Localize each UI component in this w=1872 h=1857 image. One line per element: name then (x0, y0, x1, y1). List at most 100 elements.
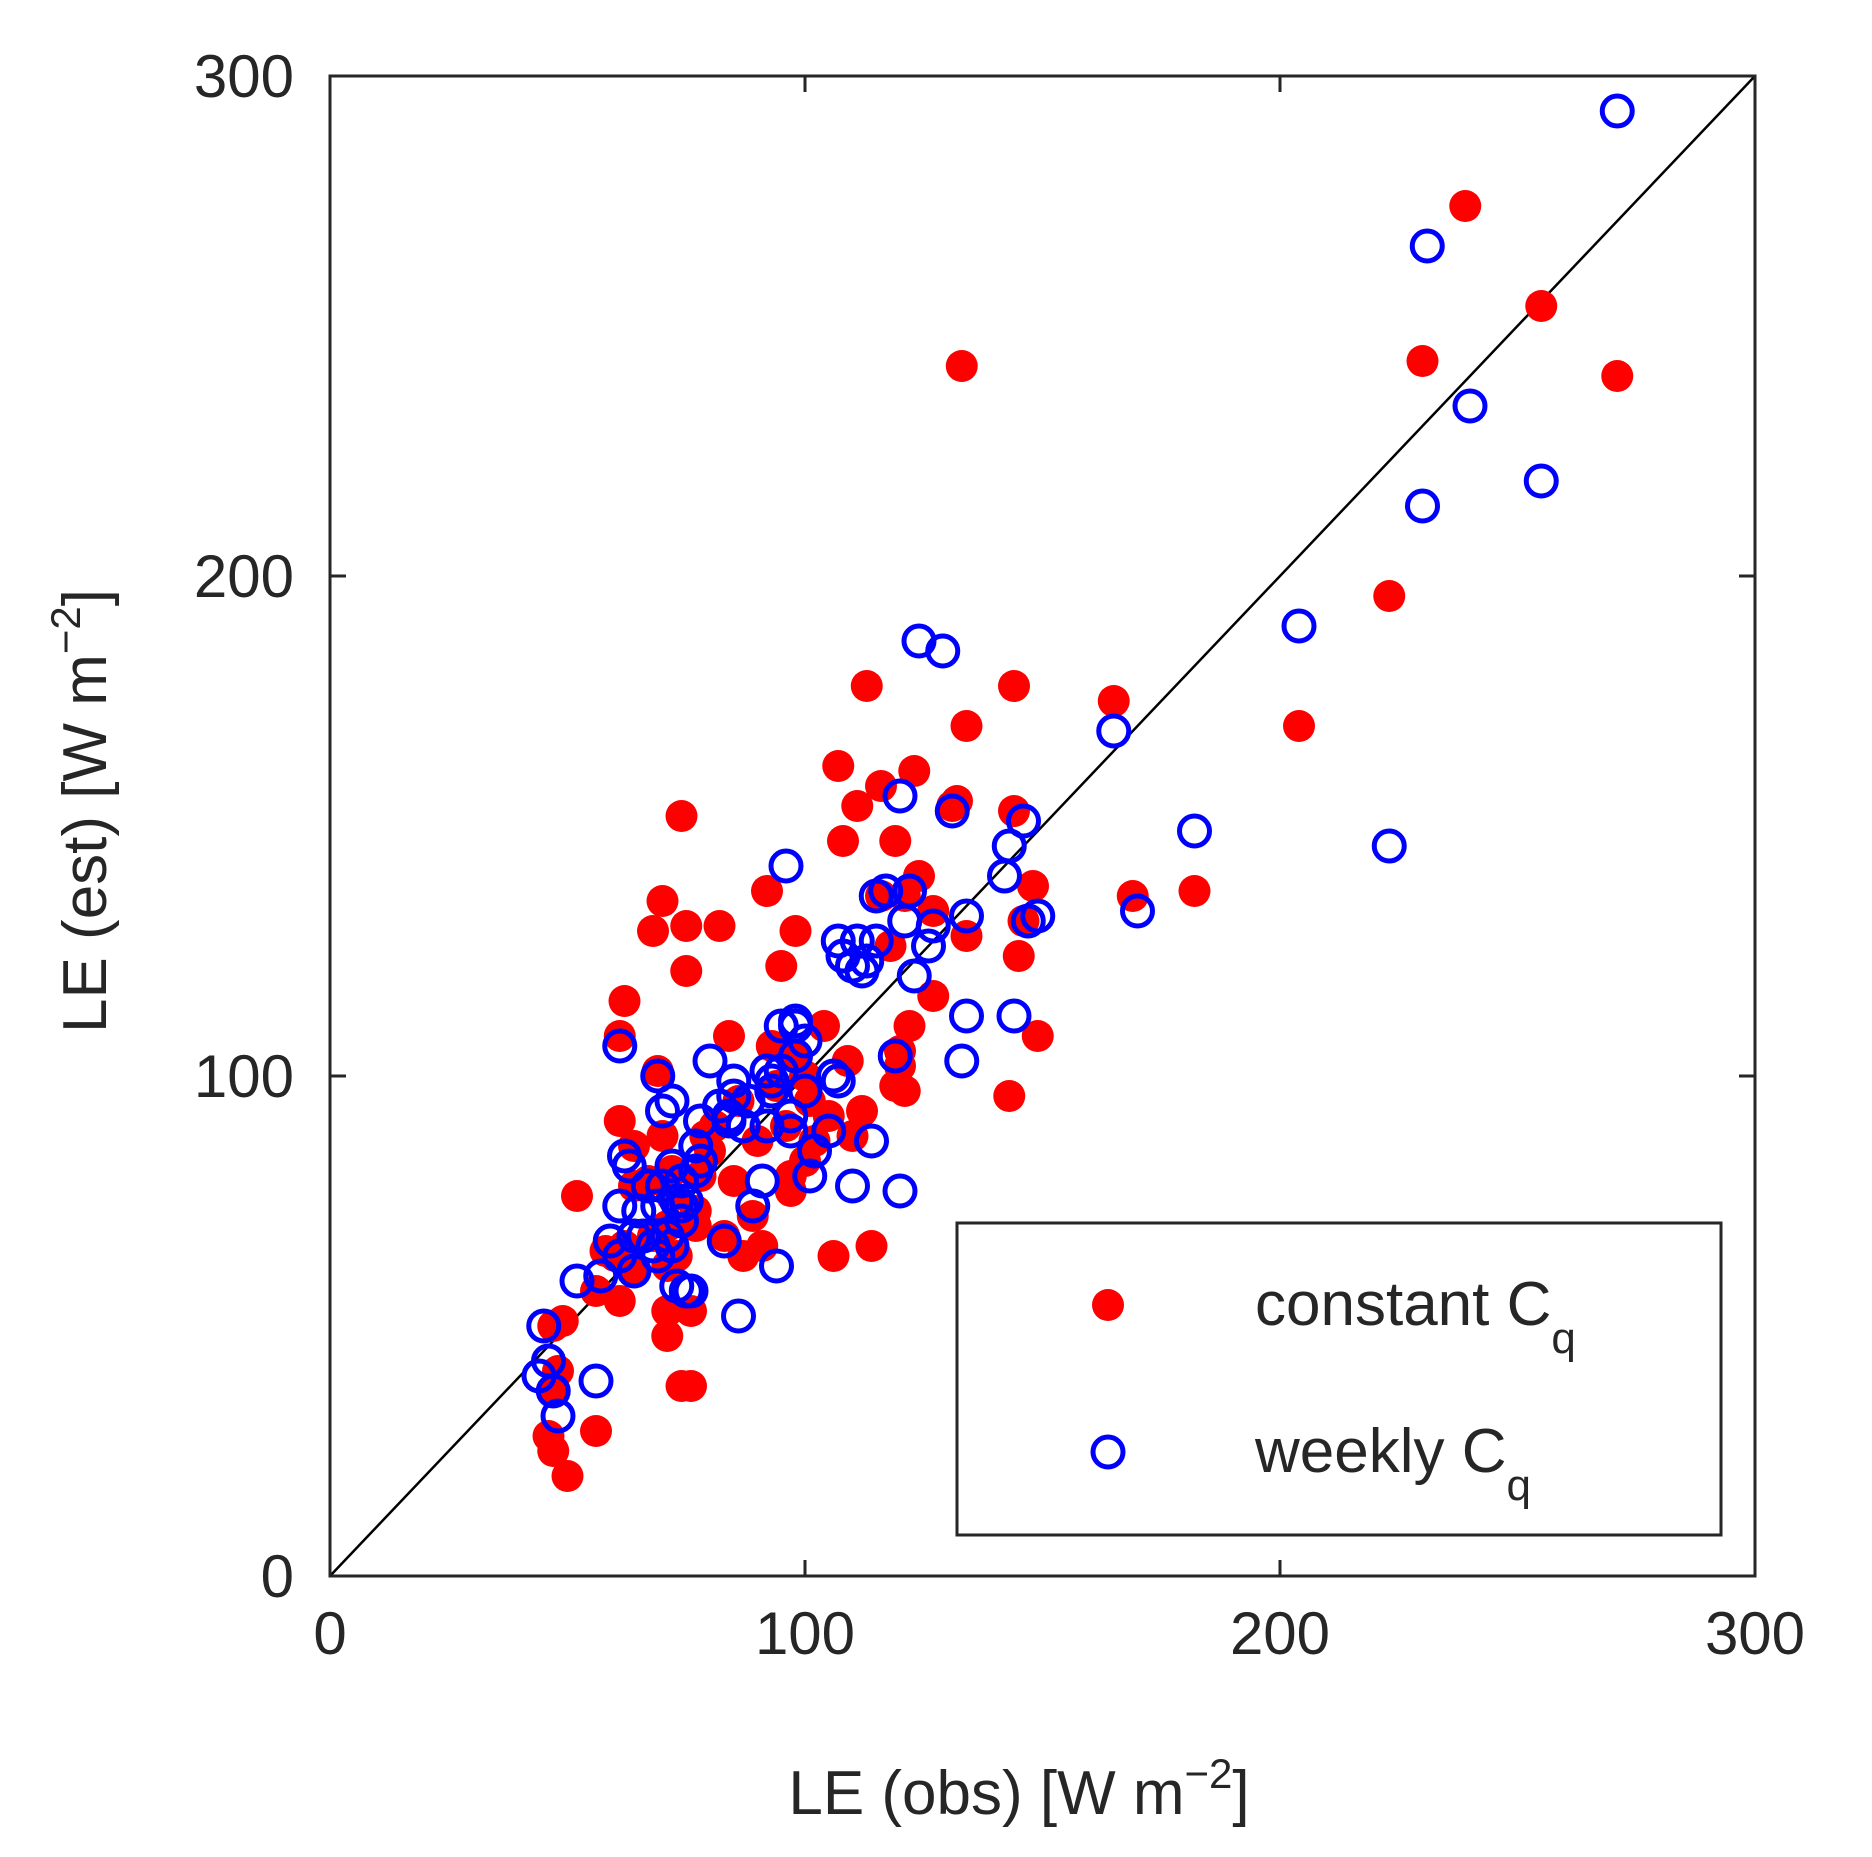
point-weekly (877, 1038, 913, 1074)
point-constant (608, 985, 641, 1017)
point-weekly (1409, 228, 1445, 264)
point-weekly (787, 1023, 823, 1059)
y-tick-label: 300 (194, 43, 294, 110)
point-constant (817, 1240, 850, 1272)
point-constant (665, 800, 698, 832)
point-weekly (668, 1183, 704, 1219)
point-constant (703, 910, 736, 942)
point-weekly (949, 898, 984, 934)
y-axis-title-end: ] (51, 589, 120, 606)
point-constant (1601, 360, 1634, 392)
y-tick-label: 100 (194, 1043, 294, 1110)
point-weekly (692, 1043, 728, 1079)
axis-ticks-layer: 0 100 200 300 0 100 200 300 (194, 43, 1805, 1667)
point-constant (898, 755, 931, 787)
legend-marker-constant (1092, 1289, 1124, 1321)
x-tick-label: 200 (1230, 1600, 1330, 1667)
legend-label-weekly-subscript: q (1507, 1461, 1531, 1510)
point-weekly (1405, 488, 1440, 524)
point-constant (537, 1435, 570, 1467)
point-weekly (645, 1093, 680, 1129)
point-constant (537, 1310, 570, 1342)
point-constant (1525, 290, 1558, 322)
point-constant (827, 825, 859, 857)
y-axis-title-text: LE (est) [W m (51, 654, 120, 1033)
point-constant (855, 1230, 888, 1262)
point-weekly (768, 848, 804, 884)
point-constant (765, 950, 798, 982)
point-weekly (892, 873, 927, 909)
y-axis-title-superscript: −2 (42, 606, 89, 654)
point-weekly (949, 998, 984, 1034)
point-weekly (1096, 713, 1132, 749)
point-weekly (754, 1073, 790, 1109)
x-tick-label: 300 (1705, 1600, 1805, 1667)
point-weekly (896, 958, 932, 994)
point-constant (1178, 875, 1211, 907)
point-weekly (616, 1218, 652, 1254)
point-constant (865, 770, 897, 802)
point-constant (736, 1200, 769, 1232)
point-weekly (583, 1258, 619, 1294)
point-constant (1017, 870, 1049, 902)
point-weekly (526, 1308, 562, 1344)
x-axis-title-text: LE (obs) [W m (788, 1759, 1184, 1828)
point-weekly (820, 1063, 856, 1099)
legend-label-constant-text: constant C (1255, 1270, 1551, 1339)
point-constant (822, 750, 855, 782)
point-constant (603, 1020, 636, 1052)
legend: constant Cq weekly Cq (955, 1221, 1723, 1537)
point-weekly (540, 1398, 576, 1434)
point-constant (717, 1165, 750, 1197)
point-weekly (1452, 388, 1488, 424)
point-weekly (835, 1168, 870, 1204)
point-weekly (721, 1298, 756, 1334)
point-weekly (1120, 893, 1155, 929)
point-weekly (944, 1043, 980, 1079)
point-weekly (678, 1128, 714, 1164)
point-weekly (744, 1163, 780, 1199)
point-constant (1097, 685, 1130, 717)
point-weekly (1371, 828, 1407, 864)
point-constant (580, 1415, 612, 1447)
point-weekly (787, 1073, 823, 1109)
point-constant (850, 670, 883, 702)
point-constant (846, 1095, 878, 1127)
point-weekly (559, 1263, 595, 1299)
point-constant (893, 1010, 926, 1042)
point-weekly (854, 1123, 889, 1159)
point-constant (603, 1285, 636, 1317)
point-constant (1406, 345, 1439, 377)
point-weekly (706, 1223, 742, 1259)
point-constant (1021, 1020, 1054, 1052)
point-weekly (1281, 608, 1317, 644)
point-weekly (754, 1063, 790, 1099)
point-weekly (673, 1273, 709, 1309)
point-weekly (882, 778, 918, 814)
point-constant (561, 1180, 593, 1212)
point-constant (603, 1105, 636, 1137)
point-weekly (602, 1028, 638, 1064)
point-constant (646, 885, 679, 917)
point-weekly (683, 1143, 718, 1179)
point-constant (879, 825, 912, 857)
point-weekly (915, 908, 951, 944)
point-constant (670, 955, 703, 987)
point-constant (1002, 940, 1035, 972)
point-constant (751, 875, 783, 907)
point-weekly (759, 1248, 794, 1284)
point-constant (741, 1125, 774, 1157)
point-weekly (811, 1113, 847, 1149)
point-weekly (816, 1058, 851, 1094)
point-weekly (630, 1168, 666, 1204)
point-weekly (849, 943, 885, 979)
point-constant (1449, 190, 1482, 222)
point-constant (888, 1075, 921, 1107)
point-weekly (925, 633, 961, 669)
point-weekly (535, 1373, 571, 1409)
point-constant (917, 980, 950, 1012)
point-constant (670, 910, 703, 942)
point-weekly (934, 793, 970, 829)
point-constant (551, 1460, 584, 1492)
point-weekly (725, 1108, 761, 1144)
